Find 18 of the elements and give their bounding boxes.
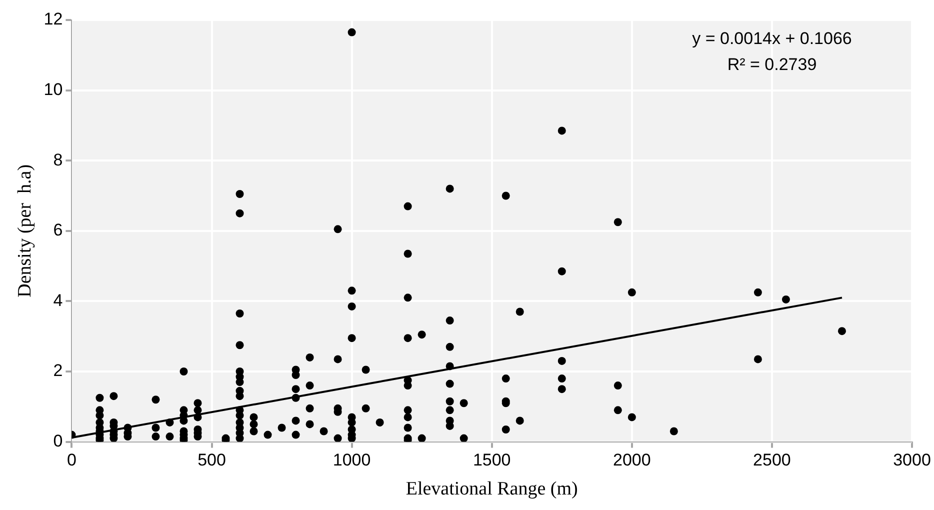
y-axis-title: Density (per h.a) (14, 164, 36, 298)
x-tick-label: 1500 (472, 450, 511, 470)
y-tick-label: 8 (53, 150, 63, 170)
x-tick-label: 0 (66, 450, 76, 470)
x-axis-title: Elevational Range (m) (406, 478, 578, 500)
x-tick-label: 3000 (893, 450, 931, 470)
annotation: y = 0.0014x + 0.1066 (692, 29, 852, 48)
y-tick-label: 4 (53, 290, 63, 310)
annotation: R² = 0.2739 (727, 55, 817, 74)
y-tick-label: 12 (44, 10, 63, 29)
x-tick-label: 1000 (332, 450, 371, 470)
x-tick-label: 2500 (753, 450, 791, 470)
y-tick-label: 6 (53, 220, 63, 240)
y-tick-label: 2 (53, 361, 63, 380)
y-tick-label: 10 (44, 80, 63, 99)
x-tick-label: 2000 (612, 450, 651, 470)
y-tick-label: 0 (53, 431, 63, 450)
x-tick-label: 500 (198, 450, 226, 470)
